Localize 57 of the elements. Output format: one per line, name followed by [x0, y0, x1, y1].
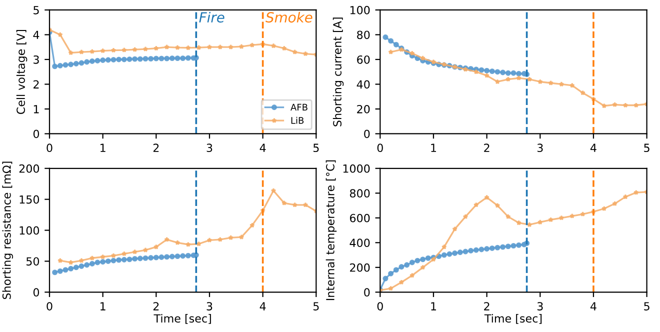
y-tick-label: 20: [357, 104, 370, 114]
y-tick-label: 600: [350, 214, 370, 222]
y-tick-label: 60: [357, 55, 370, 64]
x-axis-title: Time [sec]: [154, 314, 211, 324]
y-tick-label: 0: [364, 288, 370, 297]
y-tick-label: 0: [33, 130, 40, 138]
x-tick-label: 5: [313, 144, 319, 152]
y-tick-label: 100: [350, 6, 370, 14]
x-tick-label: 2: [153, 144, 159, 152]
y-tick-label: 800: [350, 189, 370, 198]
legend-label: AFB: [290, 104, 308, 110]
x-tick-label: 1: [100, 302, 106, 310]
x-tick-label: 0: [377, 302, 383, 310]
x-tick-label: 3: [206, 144, 212, 152]
ref-line-label: Smoke: [266, 12, 312, 23]
x-tick-label: 5: [644, 144, 650, 152]
y-tick-label: 0: [364, 130, 370, 138]
x-tick-label: 4: [260, 302, 266, 310]
y-tick-label: 5: [34, 6, 39, 14]
y-axis-title: Cell voltage [V]: [16, 30, 28, 114]
y-axis-title: Internal temperature [°C]: [326, 160, 337, 300]
y-tick-label: 0: [33, 288, 40, 297]
y-tick-label: 40: [356, 80, 370, 89]
y-tick-label: 200: [19, 164, 40, 173]
y-tick-label: 3: [34, 55, 39, 64]
x-tick-label: 4: [260, 144, 266, 152]
x-tick-label: 2: [153, 302, 159, 310]
x-tick-label: 5: [644, 302, 650, 310]
x-axis-title: Time [sec]: [484, 314, 542, 324]
x-tick-label: 3: [537, 302, 543, 310]
y-tick-label: 50: [26, 257, 40, 266]
x-tick-label: 0: [46, 302, 52, 310]
x-tick-label: 1: [431, 302, 436, 310]
y-tick-label: 1: [34, 105, 39, 114]
x-tick-label: 1: [100, 144, 106, 152]
y-tick-label: 1000: [343, 164, 370, 173]
x-tick-label: 4: [590, 144, 596, 152]
x-tick-label: 2: [484, 144, 490, 152]
y-tick-label: 150: [20, 195, 40, 204]
x-tick-label: 0: [46, 144, 52, 152]
legend-label: LiB: [291, 116, 304, 124]
y-tick-label: 2: [34, 80, 39, 88]
x-tick-label: 5: [313, 302, 319, 310]
y-tick-label: 100: [20, 226, 40, 235]
y-tick-label: 80: [357, 30, 370, 40]
x-tick-label: 0: [377, 144, 383, 152]
ref-line-label: Fire: [199, 12, 224, 23]
y-axis-title: Shorting current [A]: [332, 18, 344, 126]
y-tick-label: 4: [33, 30, 40, 39]
x-tick-label: 2: [484, 302, 490, 310]
x-tick-label: 3: [206, 302, 212, 310]
y-axis-title: Shorting resistance [mΩ]: [2, 162, 14, 300]
x-tick-label: 1: [431, 144, 436, 152]
x-tick-label: 4: [590, 302, 596, 310]
y-tick-label: 400: [350, 238, 370, 248]
y-tick-label: 200: [350, 263, 370, 272]
x-tick-label: 3: [537, 144, 543, 152]
